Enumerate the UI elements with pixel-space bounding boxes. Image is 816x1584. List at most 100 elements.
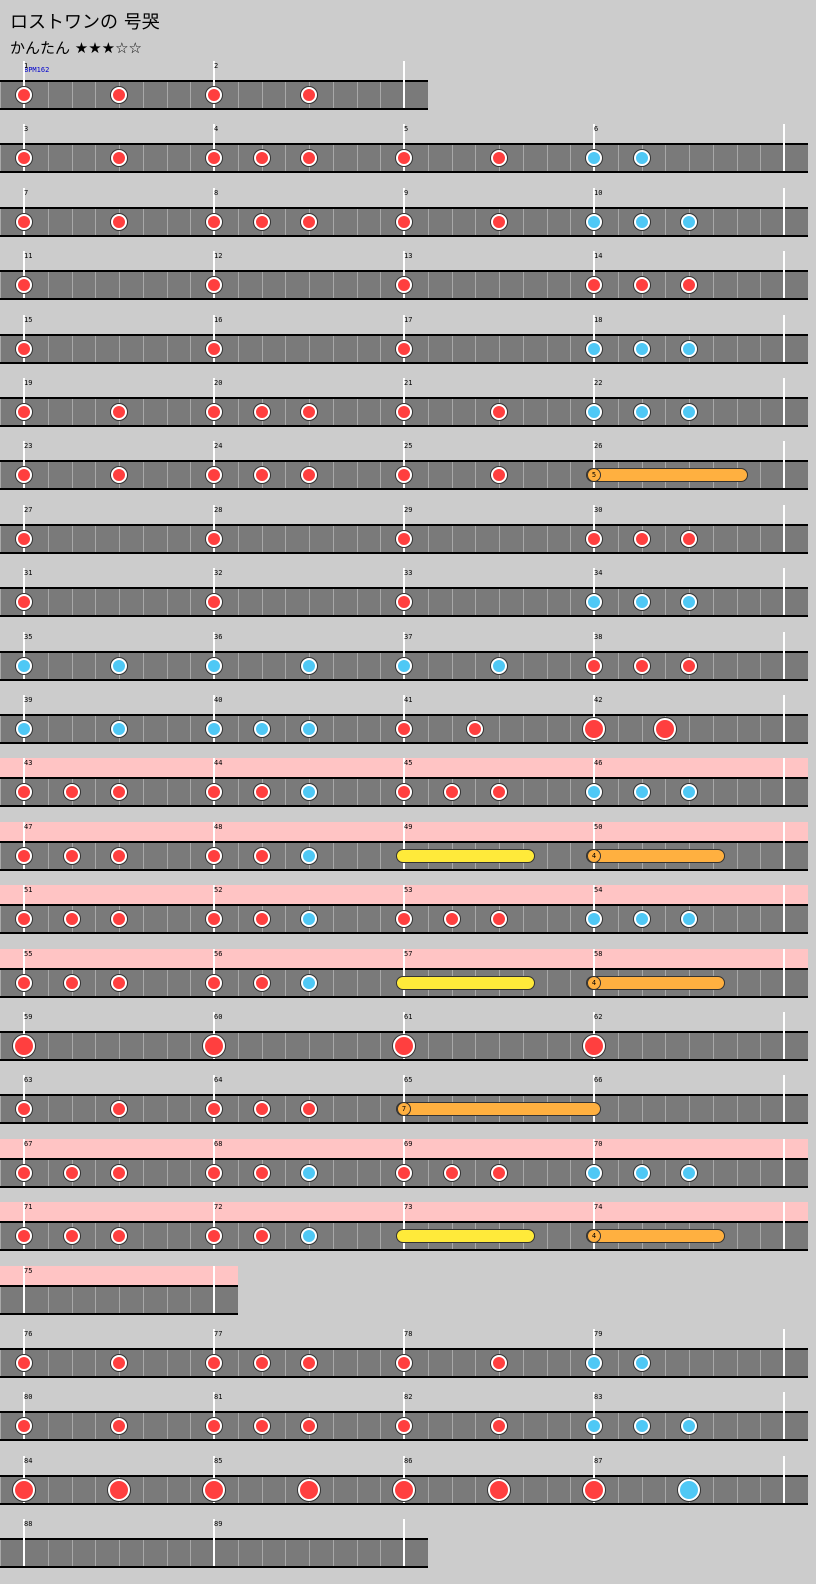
measure-line — [593, 1139, 595, 1186]
balloon-bar — [586, 849, 725, 863]
don-note — [63, 848, 80, 864]
beat-line — [238, 589, 239, 615]
beat-line — [167, 526, 168, 552]
beat-line — [570, 716, 571, 742]
don-note — [253, 848, 270, 864]
beat-line — [428, 1160, 429, 1186]
beat-line — [547, 145, 548, 171]
ka-note — [301, 658, 317, 674]
beat-line — [380, 589, 381, 615]
beat-line — [333, 1350, 334, 1376]
beat-line — [475, 145, 476, 171]
beat-line — [475, 1477, 476, 1503]
don-note — [16, 911, 32, 927]
beat-line — [357, 653, 358, 679]
beat-line — [570, 1477, 571, 1503]
measure-number: 25 — [404, 442, 413, 450]
beat-line — [119, 272, 120, 298]
beat-line — [499, 1033, 500, 1059]
beat-line — [0, 970, 1, 996]
measure-number: 16 — [214, 316, 223, 324]
beat-line — [333, 336, 334, 362]
beat-line — [285, 843, 286, 869]
beat-line — [333, 970, 334, 996]
ka-note — [633, 1165, 650, 1181]
beat-line — [95, 906, 96, 932]
lane-border-bottom — [0, 1059, 808, 1061]
measure-number: 1 — [24, 62, 29, 70]
don-note — [396, 404, 412, 420]
measure-line — [403, 695, 405, 742]
beat-line — [380, 970, 381, 996]
don-note — [206, 341, 222, 357]
beat-line — [0, 906, 1, 932]
beat-line — [309, 272, 310, 298]
beat-line — [475, 653, 476, 679]
don-note — [301, 214, 317, 230]
measure-line — [593, 1329, 595, 1376]
measure-number: 70 — [594, 1140, 603, 1148]
measure-line — [403, 61, 405, 108]
lane-border-bottom — [0, 996, 808, 998]
don-note — [16, 467, 32, 483]
beat-line — [737, 1477, 738, 1503]
beat-line — [428, 589, 429, 615]
don-note — [396, 1355, 412, 1371]
beat-line — [357, 1540, 358, 1566]
measure-number: 72 — [214, 1203, 223, 1211]
measure-number: 60 — [214, 1013, 223, 1021]
beat-line — [238, 970, 239, 996]
don-note — [491, 467, 507, 483]
don-note — [253, 784, 270, 800]
beat-line — [523, 272, 524, 298]
beat-line — [0, 1350, 1, 1376]
measure-number: 77 — [214, 1330, 223, 1338]
beat-line — [428, 906, 429, 932]
beat-line — [285, 1477, 286, 1503]
beat-line — [285, 209, 286, 235]
measure-line — [403, 1519, 405, 1566]
measure-line — [783, 1329, 785, 1376]
beat-line — [143, 1350, 144, 1376]
measure-line — [403, 1392, 405, 1439]
measure-line — [23, 695, 25, 742]
lane-border-bottom — [0, 1376, 808, 1378]
beat-line — [238, 1350, 239, 1376]
beat-line — [760, 1477, 761, 1503]
don-note — [16, 341, 32, 357]
don-note — [253, 1228, 270, 1244]
ka-note — [206, 658, 222, 674]
beat-line — [357, 716, 358, 742]
don-note — [491, 1418, 507, 1434]
beat-line — [713, 526, 714, 552]
don-note — [63, 784, 80, 800]
beat-line — [428, 209, 429, 235]
beat-line — [523, 399, 524, 425]
beat-line — [167, 1033, 168, 1059]
measure-line — [593, 505, 595, 552]
measure-number: 56 — [214, 950, 223, 958]
beat-line — [760, 843, 761, 869]
beat-line — [570, 1413, 571, 1439]
beat-line — [547, 589, 548, 615]
measure-number: 65 — [404, 1076, 413, 1084]
measure-line — [213, 441, 215, 488]
beat-line — [452, 336, 453, 362]
beat-line — [143, 1033, 144, 1059]
don-note — [63, 1228, 80, 1244]
measure-line — [593, 949, 595, 996]
don-note — [16, 975, 32, 991]
measure-line — [783, 378, 785, 425]
beat-line — [333, 1540, 334, 1566]
measure-number: 79 — [594, 1330, 603, 1338]
beat-line — [0, 1223, 1, 1249]
beat-line — [570, 336, 571, 362]
beat-line — [713, 716, 714, 742]
beat-line — [475, 336, 476, 362]
beat-line — [547, 1160, 548, 1186]
beat-line — [499, 336, 500, 362]
don-note — [206, 1418, 222, 1434]
beat-line — [143, 589, 144, 615]
ka-note — [586, 1355, 602, 1371]
beat-line — [309, 589, 310, 615]
